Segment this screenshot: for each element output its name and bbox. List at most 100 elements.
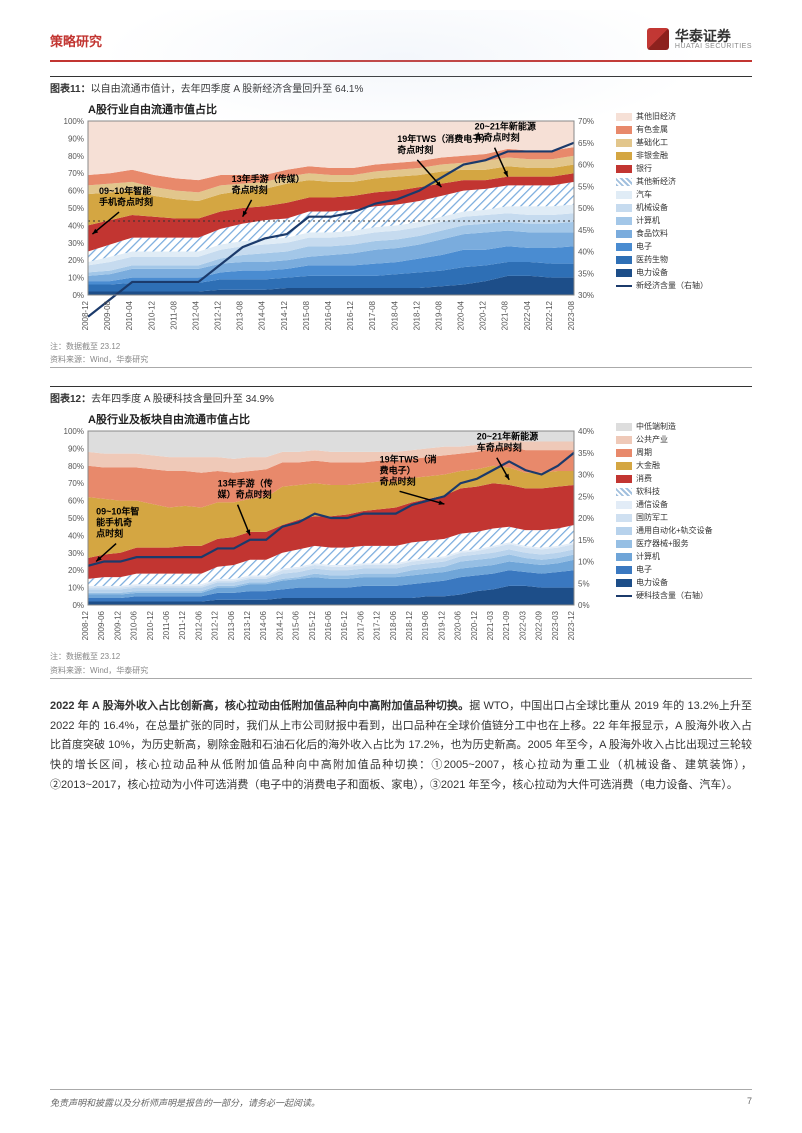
legend-item: 电子: [616, 564, 752, 576]
legend-label: 中低端制造: [636, 421, 676, 433]
legend-swatch: [616, 217, 632, 225]
fig11-caption-label: 图表11：: [50, 84, 91, 95]
svg-text:30%: 30%: [68, 549, 84, 558]
legend-label: 软科技: [636, 486, 660, 498]
fig11-caption-text: 以自由流通市值计，去年四季度 A 股新经济含量回升至 64.1%: [91, 84, 364, 95]
svg-text:2014-06: 2014-06: [259, 611, 268, 641]
fig12-caption: 图表12：去年四季度 A 股硬科技含量回升至 34.9%: [50, 386, 752, 405]
svg-text:100%: 100%: [64, 427, 84, 436]
svg-text:2013-08: 2013-08: [236, 300, 245, 330]
legend-item: 硬科技含量（右轴）: [616, 590, 752, 602]
legend-swatch: [616, 269, 632, 277]
svg-text:2012-04: 2012-04: [191, 300, 200, 330]
fig12-caption-text: 去年四季度 A 股硬科技含量回升至 34.9%: [91, 394, 274, 405]
svg-text:奇点时刻: 奇点时刻: [397, 144, 433, 155]
svg-text:65%: 65%: [578, 139, 594, 148]
svg-text:20%: 20%: [578, 514, 594, 523]
fig11-note2: 资料来源：Wind，华泰研究: [50, 354, 752, 365]
fig12-caption-label: 图表12：: [50, 394, 91, 405]
svg-text:2016-12: 2016-12: [346, 300, 355, 330]
legend-swatch: [616, 501, 632, 509]
svg-text:2020-12: 2020-12: [479, 300, 488, 330]
fig11-chart: A股行业自由流通市值占比0%10%20%30%40%50%60%70%80%90…: [50, 99, 610, 339]
svg-text:20%: 20%: [68, 256, 84, 265]
content: 图表11：以自由流通市值计，去年四季度 A 股新经济含量回升至 64.1% A股…: [0, 62, 802, 816]
legend-item: 通信设备: [616, 499, 752, 511]
legend-item: 有色金属: [616, 124, 752, 136]
svg-text:A股行业及板块自由流通市值占比: A股行业及板块自由流通市值占比: [88, 412, 250, 426]
svg-text:20%: 20%: [68, 567, 84, 576]
svg-text:2008-12: 2008-12: [81, 300, 90, 330]
legend-item: 国防军工: [616, 512, 752, 524]
legend-swatch: [616, 540, 632, 548]
svg-text:2016-12: 2016-12: [340, 611, 349, 641]
body-lead: 2022 年 A 股海外收入占比创新高，核心拉动由低附加值品种向中高附加值品种切…: [50, 700, 469, 712]
legend-item: 汽车: [616, 189, 752, 201]
legend-item: 大金融: [616, 460, 752, 472]
svg-text:10%: 10%: [68, 274, 84, 283]
svg-text:2018-04: 2018-04: [390, 300, 399, 330]
svg-text:2016-06: 2016-06: [324, 611, 333, 641]
logo-text: 华泰证券 HUATAI SECURITIES: [675, 29, 752, 50]
legend-label: 非银金融: [636, 150, 668, 162]
legend-swatch: [616, 152, 632, 160]
svg-text:100%: 100%: [64, 117, 84, 126]
svg-text:2011-06: 2011-06: [162, 611, 171, 640]
svg-text:30%: 30%: [578, 471, 594, 480]
legend-label: 通用自动化+轨交设备: [636, 525, 713, 537]
legend-label: 医疗器械+服务: [636, 538, 689, 550]
svg-text:50%: 50%: [68, 204, 84, 213]
legend-label: 银行: [636, 163, 652, 175]
legend-swatch: [616, 449, 632, 457]
fig11-note1: 注：数据截至 23.12: [50, 341, 752, 352]
legend-swatch: [616, 126, 632, 134]
legend-item: 周期: [616, 447, 752, 459]
fig12-rule: [50, 678, 752, 679]
legend-label: 食品饮料: [636, 228, 668, 240]
svg-text:60%: 60%: [68, 187, 84, 196]
header-logo: 华泰证券 HUATAI SECURITIES: [647, 28, 752, 50]
legend-swatch: [616, 191, 632, 199]
legend-label: 电子: [636, 564, 652, 576]
legend-item: 其他新经济: [616, 176, 752, 188]
svg-text:2021-03: 2021-03: [486, 611, 495, 641]
svg-text:60%: 60%: [578, 161, 594, 170]
legend-swatch: [616, 285, 632, 287]
svg-text:55%: 55%: [578, 182, 594, 191]
legend-label: 汽车: [636, 189, 652, 201]
svg-text:2010-12: 2010-12: [146, 611, 155, 641]
legend-item: 电子: [616, 241, 752, 253]
svg-text:奇点时刻: 奇点时刻: [232, 184, 268, 195]
svg-text:2018-12: 2018-12: [412, 300, 421, 330]
legend-label: 硬科技含量（右轴）: [636, 590, 708, 602]
svg-text:2009-12: 2009-12: [113, 611, 122, 641]
legend-item: 机械设备: [616, 202, 752, 214]
svg-text:2010-04: 2010-04: [125, 300, 134, 330]
legend-swatch: [616, 462, 632, 470]
logo-mark-icon: [647, 28, 669, 50]
legend-label: 消费: [636, 473, 652, 485]
legend-swatch: [616, 165, 632, 173]
svg-text:30%: 30%: [68, 239, 84, 248]
svg-text:13年手游（传媒）: 13年手游（传媒）: [232, 173, 305, 184]
svg-text:09~10年智: 09~10年智: [96, 506, 139, 517]
legend-swatch: [616, 527, 632, 535]
legend-label: 新经济含量（右轴）: [636, 280, 708, 292]
legend-label: 电力设备: [636, 577, 668, 589]
svg-text:2011-08: 2011-08: [169, 300, 178, 329]
svg-text:2018-12: 2018-12: [405, 611, 414, 641]
svg-text:19年TWS（消: 19年TWS（消: [380, 454, 437, 465]
svg-text:2021-08: 2021-08: [501, 300, 510, 330]
svg-text:点时刻: 点时刻: [96, 528, 123, 539]
svg-text:2020-12: 2020-12: [470, 611, 479, 641]
svg-text:30%: 30%: [578, 291, 594, 300]
legend-swatch: [616, 566, 632, 574]
svg-text:15%: 15%: [578, 536, 594, 545]
svg-text:2013-06: 2013-06: [227, 611, 236, 641]
footer-page: 7: [747, 1096, 752, 1109]
legend-swatch: [616, 139, 632, 147]
svg-text:2017-12: 2017-12: [373, 611, 382, 641]
svg-text:10%: 10%: [578, 558, 594, 567]
svg-text:2023-12: 2023-12: [567, 611, 576, 641]
svg-text:2022-04: 2022-04: [523, 300, 532, 330]
